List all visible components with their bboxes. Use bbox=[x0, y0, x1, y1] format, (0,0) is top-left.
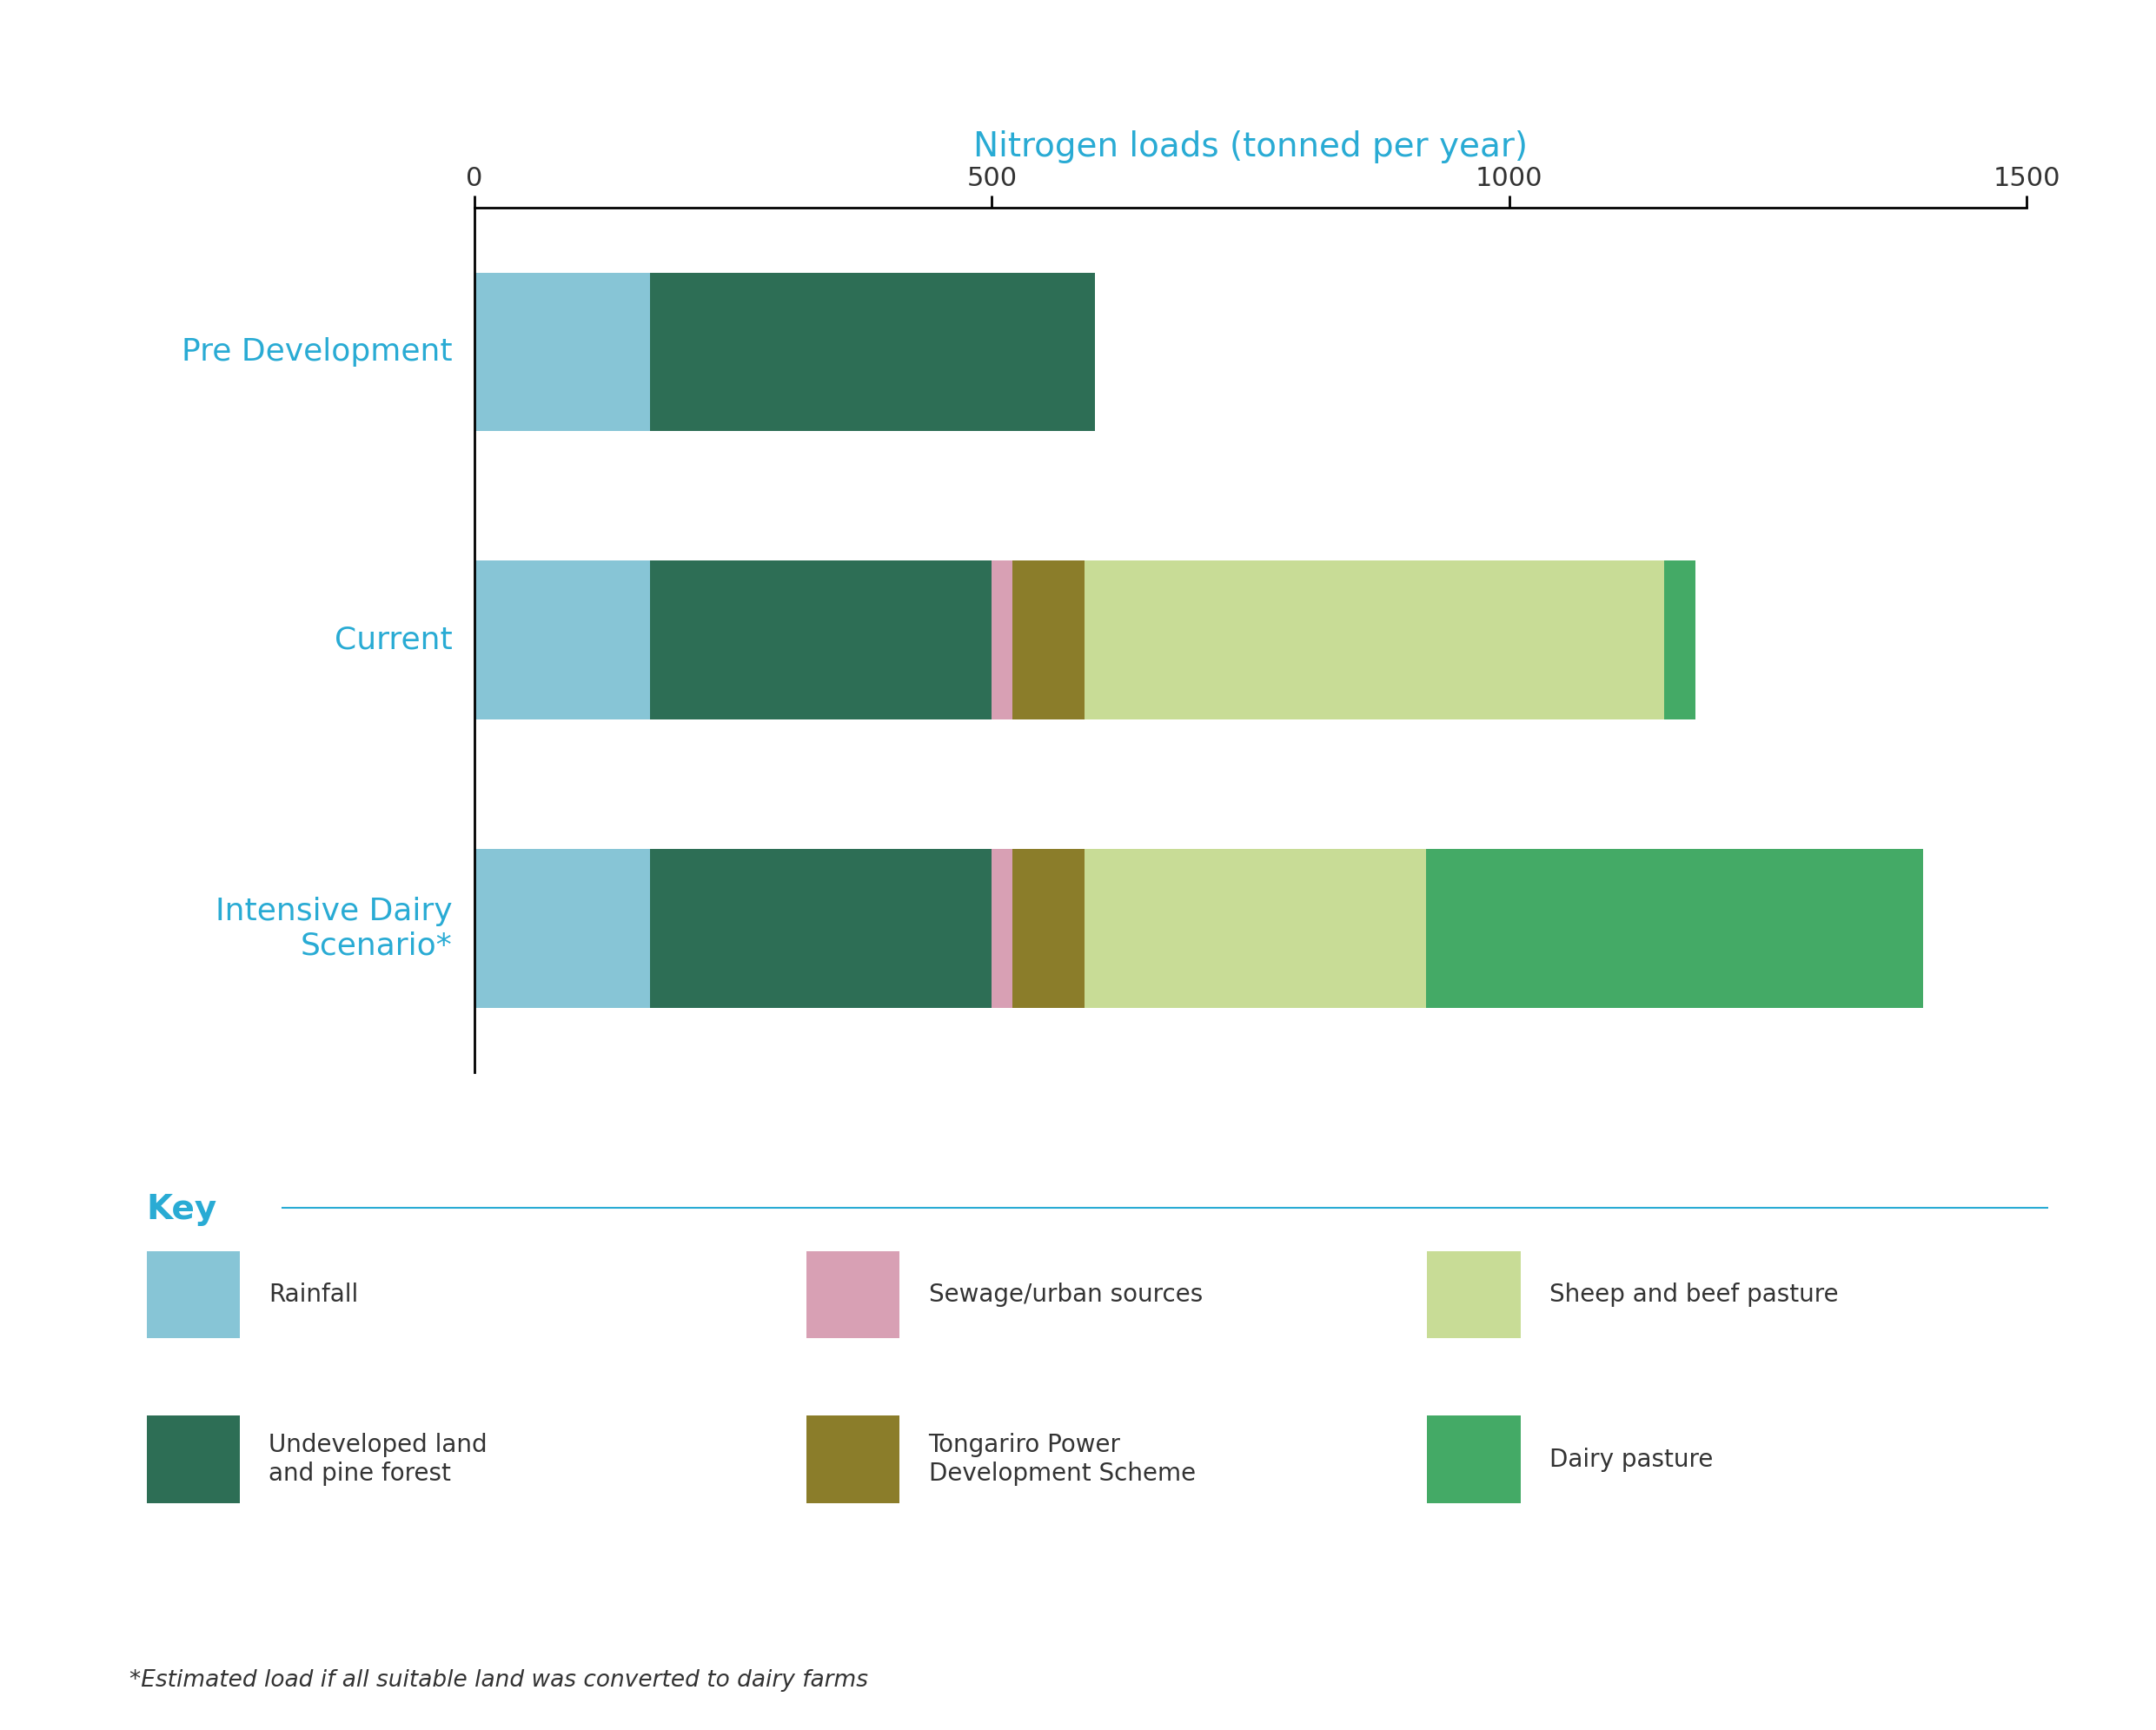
Text: Sheep and beef pasture: Sheep and beef pasture bbox=[1550, 1282, 1839, 1306]
Text: Nitrogen loads (tonned per year): Nitrogen loads (tonned per year) bbox=[972, 130, 1529, 164]
Bar bbox=[1084, 561, 1664, 720]
Bar bbox=[806, 1251, 899, 1339]
Bar bbox=[474, 272, 651, 431]
Bar bbox=[651, 561, 992, 720]
Bar bbox=[1427, 1251, 1520, 1339]
Bar bbox=[992, 849, 1013, 1007]
Bar bbox=[651, 849, 992, 1007]
Bar bbox=[1664, 561, 1695, 720]
Bar bbox=[651, 272, 1095, 431]
Text: Tongariro Power
Development Scheme: Tongariro Power Development Scheme bbox=[929, 1432, 1194, 1486]
Text: Dairy pasture: Dairy pasture bbox=[1550, 1448, 1714, 1472]
Bar bbox=[806, 1415, 899, 1503]
Text: Undeveloped land
and pine forest: Undeveloped land and pine forest bbox=[270, 1432, 487, 1486]
Bar bbox=[474, 849, 651, 1007]
Text: Sewage/urban sources: Sewage/urban sources bbox=[929, 1282, 1203, 1306]
Text: Rainfall: Rainfall bbox=[270, 1282, 358, 1306]
Bar bbox=[474, 561, 651, 720]
Bar bbox=[1427, 1415, 1520, 1503]
Bar bbox=[1013, 849, 1084, 1007]
Text: Key: Key bbox=[147, 1194, 218, 1227]
Bar bbox=[147, 1415, 239, 1503]
Bar bbox=[1013, 561, 1084, 720]
Bar bbox=[1084, 849, 1427, 1007]
Bar bbox=[1427, 849, 1923, 1007]
Bar bbox=[147, 1251, 239, 1339]
Bar bbox=[992, 561, 1013, 720]
Text: *Estimated load if all suitable land was converted to dairy farms: *Estimated load if all suitable land was… bbox=[129, 1669, 869, 1692]
